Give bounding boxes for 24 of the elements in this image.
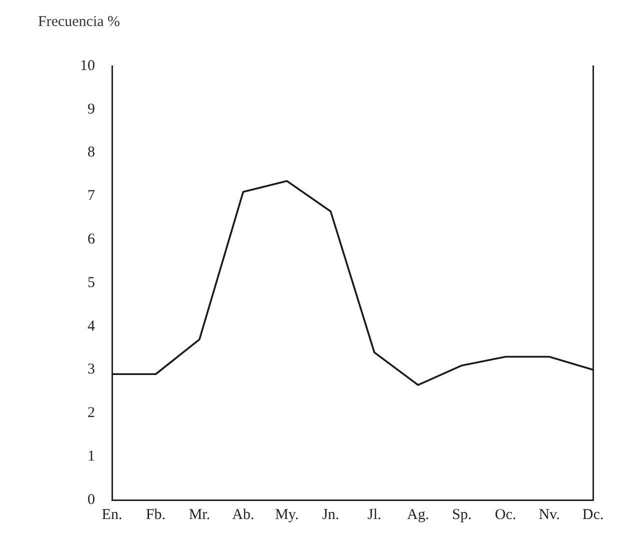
y-tick-label: 7 — [88, 188, 96, 204]
y-tick-label: 2 — [88, 405, 95, 422]
x-tick-label: Ab. — [232, 506, 254, 523]
x-tick-label: Mr. — [188, 506, 210, 523]
y-tick-label: 0 — [88, 492, 95, 508]
x-tick-label: Sp. — [452, 506, 472, 523]
y-tick-label: 8 — [88, 144, 95, 161]
x-tick-label: Fb. — [146, 506, 166, 523]
y-tick-label: 4 — [88, 318, 96, 334]
x-tick-label: Jn. — [322, 506, 340, 523]
y-tick-label: 5 — [88, 274, 95, 291]
y-tick-label: 6 — [88, 232, 96, 248]
x-tick-label: Ag. — [407, 506, 430, 523]
x-tick-label: Jl. — [367, 506, 382, 523]
y-axis-title: Frecuencia % — [37, 13, 122, 32]
y-tick-label: 3 — [88, 362, 95, 378]
y-tick-label: 10 — [80, 58, 95, 74]
x-tick-label: En. — [102, 506, 122, 523]
x-tick-label: Nv. — [538, 506, 560, 523]
x-tick-label: Oc. — [494, 506, 516, 523]
y-tick-label: 9 — [88, 101, 95, 118]
x-tick-label: My. — [275, 506, 299, 523]
y-tick-label: 1 — [88, 448, 95, 465]
x-tick-label: Dc. — [582, 506, 604, 523]
